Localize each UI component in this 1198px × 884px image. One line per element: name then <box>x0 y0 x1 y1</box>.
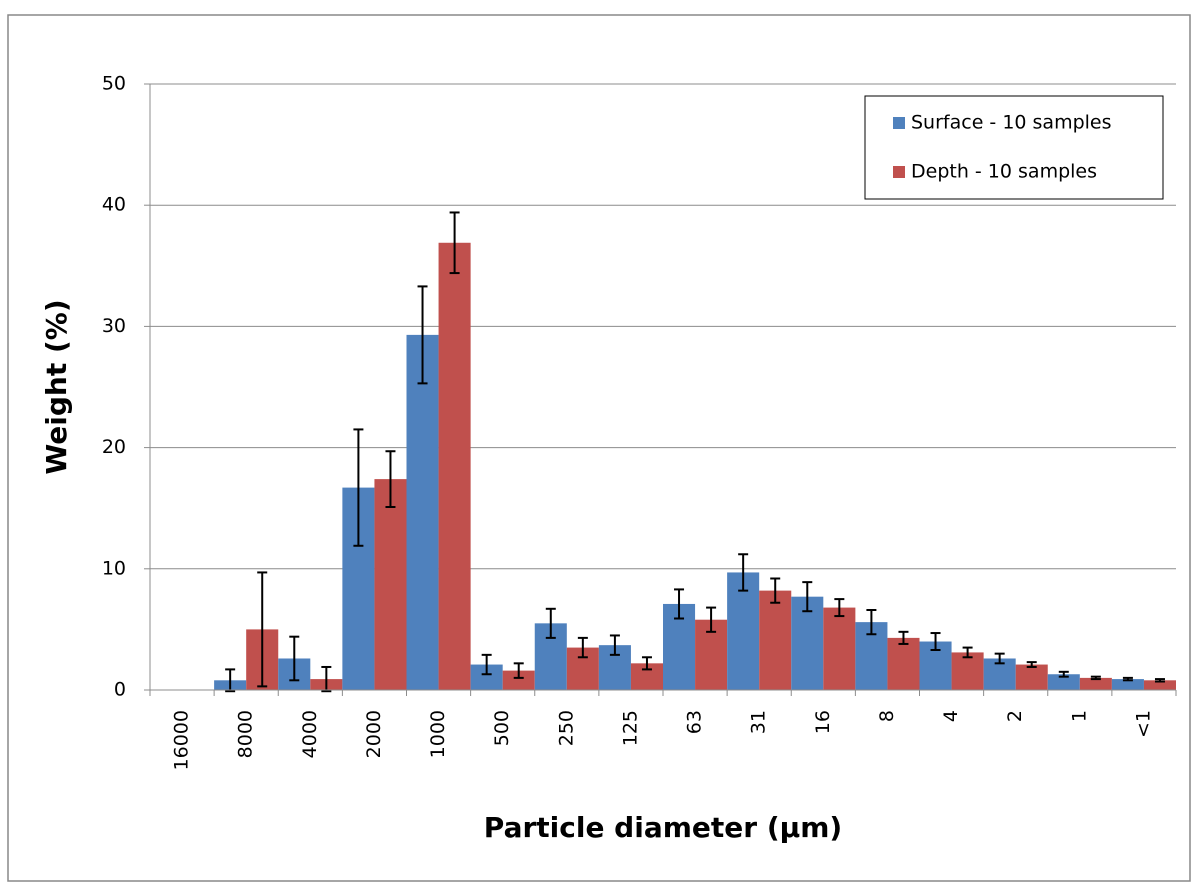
x-tick-label: 250 <box>555 710 577 746</box>
x-tick-label: 16000 <box>171 710 193 770</box>
error-bar <box>1154 678 1165 683</box>
error-bar <box>866 609 877 636</box>
bar <box>1111 679 1144 690</box>
error-bar <box>674 588 685 620</box>
bar <box>1015 664 1048 690</box>
bar <box>759 590 792 690</box>
x-tick-label: 16 <box>812 710 834 734</box>
error-bar <box>802 581 813 613</box>
bar <box>1143 680 1176 690</box>
x-tick-label: 500 <box>491 710 513 746</box>
x-tick-label: 125 <box>619 710 641 746</box>
error-bar <box>994 652 1005 665</box>
y-tick-label: 30 <box>102 315 126 337</box>
error-bar <box>834 598 845 618</box>
bar <box>502 670 535 690</box>
error-bar <box>385 450 396 508</box>
x-tick-label: 4000 <box>299 710 321 758</box>
bar <box>791 596 824 690</box>
error-bar <box>609 634 620 656</box>
error-bar <box>577 636 588 659</box>
bar <box>438 242 471 690</box>
error-bar <box>962 646 973 659</box>
error-bar <box>289 635 300 682</box>
x-tick-label: 8 <box>876 710 898 722</box>
x-tick-label: 8000 <box>235 710 257 758</box>
bar <box>951 652 984 690</box>
y-tick-label: 10 <box>102 557 126 579</box>
error-bar <box>1026 661 1037 668</box>
error-bar <box>1090 675 1101 681</box>
error-bar <box>770 577 781 604</box>
legend-box <box>864 95 1164 200</box>
y-tick-label: 50 <box>102 73 126 95</box>
error-bar <box>353 428 364 547</box>
error-bar <box>481 653 492 676</box>
x-axis-label: Particle diameter (µm) <box>484 811 842 844</box>
error-bar <box>257 571 268 688</box>
x-tick-label: 1 <box>1068 710 1090 722</box>
error-bar <box>513 662 524 679</box>
error-bar <box>321 665 332 693</box>
x-tick-label: 1000 <box>427 710 449 758</box>
x-tick-label: 31 <box>748 710 770 734</box>
legend-label: Surface - 10 samples <box>911 112 1112 134</box>
x-tick-label: 2000 <box>363 710 385 758</box>
error-bar <box>641 656 652 671</box>
bar <box>887 637 920 690</box>
error-bar <box>449 211 460 275</box>
error-bar <box>417 285 428 385</box>
bar <box>727 572 760 690</box>
bar <box>1047 674 1080 690</box>
error-bar <box>1122 676 1133 682</box>
bar <box>823 607 856 690</box>
legend-swatch <box>893 166 905 178</box>
y-tick-label: 20 <box>102 436 126 458</box>
legend-label: Depth - 10 samples <box>911 161 1097 183</box>
x-tick-label: 2 <box>1004 710 1026 722</box>
legend-swatch <box>893 117 905 129</box>
y-axis-label: Weight (%) <box>40 299 73 474</box>
bar <box>374 479 407 690</box>
y-tick-label: 0 <box>114 679 126 701</box>
error-bar <box>1058 670 1069 678</box>
bar <box>1079 677 1112 690</box>
x-tick-label: <1 <box>1132 710 1154 738</box>
error-bar <box>706 606 717 633</box>
error-bar <box>545 607 556 639</box>
x-tick-label: 4 <box>940 710 962 722</box>
bar <box>406 334 439 690</box>
x-tick-label: 63 <box>684 710 706 734</box>
error-bar <box>930 632 941 652</box>
error-bar <box>225 668 236 693</box>
y-tick-label: 40 <box>102 194 126 216</box>
error-bar <box>898 630 909 645</box>
error-bar <box>738 553 749 592</box>
